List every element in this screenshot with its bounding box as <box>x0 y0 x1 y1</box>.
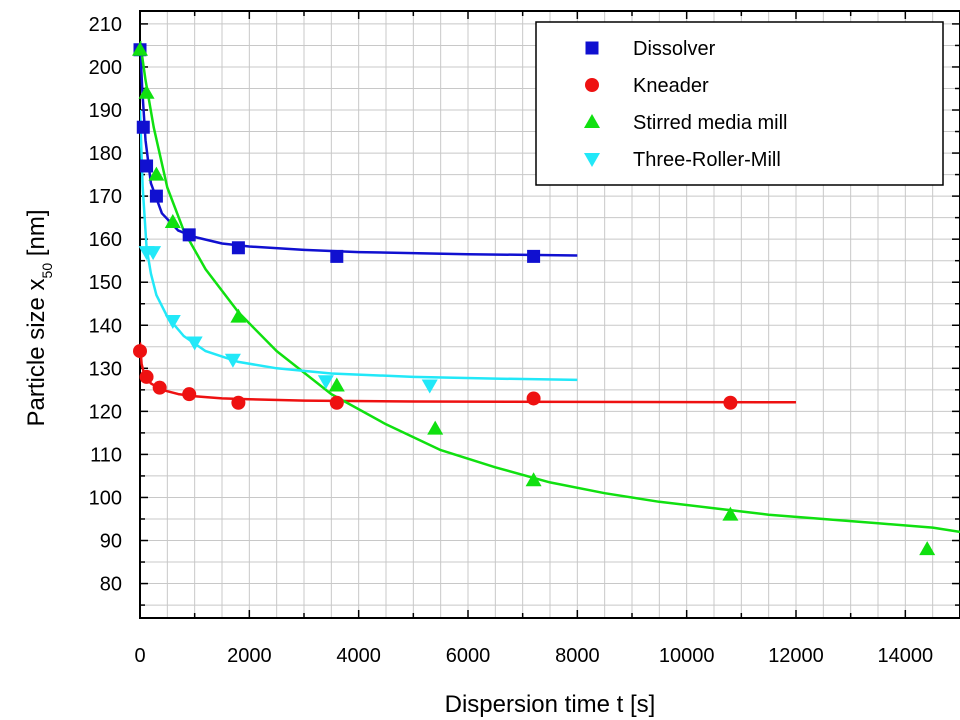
data-point <box>164 213 181 228</box>
y-tick-label: 160 <box>89 229 122 251</box>
data-point <box>182 228 196 242</box>
data-point <box>224 353 241 368</box>
x-axis-title: Dispersion time t [s] <box>445 691 656 718</box>
data-point <box>139 369 154 384</box>
data-point <box>421 379 438 394</box>
legend-label: Stirred media mill <box>633 112 787 134</box>
data-point <box>723 395 738 410</box>
fit-curve <box>140 40 960 534</box>
legend-label: Kneader <box>633 75 709 97</box>
data-point <box>164 314 181 329</box>
data-point <box>186 336 203 351</box>
y-tick-label: 190 <box>89 100 122 122</box>
legend-marker <box>584 153 600 167</box>
y-tick-label: 140 <box>89 315 122 337</box>
x-tick-label: 8000 <box>555 645 600 667</box>
y-axis-title-subscript: 50 <box>39 263 55 279</box>
data-point <box>136 120 150 134</box>
y-tick-label: 210 <box>89 14 122 36</box>
x-tick-label: 4000 <box>336 645 381 667</box>
data-point <box>149 189 163 203</box>
data-point <box>138 84 155 99</box>
data-point <box>527 249 541 263</box>
data-point <box>152 380 167 395</box>
data-point <box>230 308 247 323</box>
data-point <box>330 249 344 263</box>
data-point <box>132 41 148 56</box>
legend-label: Dissolver <box>633 38 716 60</box>
y-tick-label: 100 <box>89 487 122 509</box>
legend-marker <box>585 78 599 92</box>
x-tick-label: 10000 <box>659 645 715 667</box>
data-points <box>132 41 936 556</box>
axis-ticks <box>139 11 960 618</box>
data-point <box>145 246 162 261</box>
y-tick-label: 80 <box>100 574 122 596</box>
y-tick-label: 90 <box>100 531 122 553</box>
legend-marker <box>585 41 599 55</box>
y-tick-label: 120 <box>89 401 122 423</box>
legend-marker <box>584 114 600 128</box>
x-tick-label: 0 <box>134 645 145 667</box>
data-point <box>525 472 542 487</box>
y-tick-labels: 80 90 100 110 120 130 140 150 160 170 180 190 200 210 <box>89 14 122 596</box>
y-tick-label: 180 <box>89 143 122 165</box>
data-point <box>231 241 245 255</box>
y-tick-label: 170 <box>89 186 122 208</box>
y-axis-title-unit: [nm] <box>23 210 50 263</box>
legend: Dissolver Kneader Stirred media mill Three-… <box>535 21 944 186</box>
y-tick-label: 150 <box>89 272 122 294</box>
data-point <box>328 377 345 392</box>
data-point <box>317 375 334 390</box>
data-point <box>329 395 344 410</box>
x-tick-label: 14000 <box>878 645 934 667</box>
data-point <box>722 506 739 521</box>
data-point <box>140 159 154 173</box>
data-point <box>133 344 147 359</box>
y-axis-title: Particle size x50 [nm] <box>23 210 55 427</box>
y-axis-title-main: Particle size x <box>23 278 50 426</box>
data-point <box>148 166 165 181</box>
legend-label: Three-Roller-Mill <box>633 149 781 171</box>
plot-frame <box>139 10 960 619</box>
data-point <box>231 395 246 410</box>
data-point <box>182 387 197 402</box>
x-tick-label: 12000 <box>768 645 824 667</box>
legend-box <box>535 21 944 186</box>
x-tick-label: 2000 <box>227 645 272 667</box>
data-point <box>919 541 936 556</box>
x-tick-label: 6000 <box>446 645 491 667</box>
y-tick-label: 130 <box>89 358 122 380</box>
x-tick-labels: 0 2000 4000 6000 8000 10000 12000 14000 <box>134 645 933 667</box>
data-point <box>427 420 444 435</box>
y-tick-label: 200 <box>89 57 122 79</box>
data-point <box>526 391 541 406</box>
y-tick-label: 110 <box>90 444 122 466</box>
